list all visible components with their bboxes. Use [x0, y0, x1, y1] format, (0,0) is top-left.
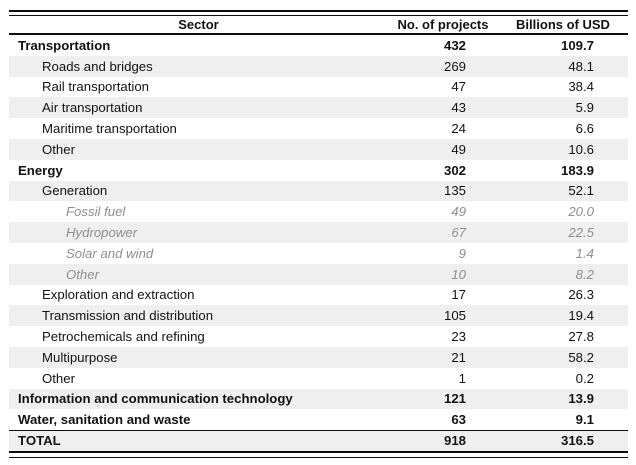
table-row: Transportation 432 109.7 — [9, 35, 628, 56]
table-total-section: TOTAL 918 316.5 — [9, 431, 628, 451]
usd-cell: 183.9 — [560, 162, 594, 178]
table-row: Energy 302 183.9 — [9, 160, 628, 181]
projects-cell: 105 — [443, 308, 466, 324]
projects-cell: 10 — [451, 266, 466, 282]
table-row: Water, sanitation and waste 63 9.1 — [9, 409, 628, 430]
usd-cell: 1.4 — [575, 245, 594, 261]
sector-cell: Water, sanitation and waste — [18, 412, 191, 428]
sector-cell: Transportation — [18, 37, 111, 53]
projects-cell: 49 — [451, 141, 466, 157]
table-row: Air transportation 43 5.9 — [9, 97, 628, 119]
projects-cell: 432 — [443, 37, 466, 53]
projects-cell: 9 — [458, 245, 466, 261]
sector-cell: Roads and bridges — [42, 58, 153, 74]
table-body: Transportation 432 109.7 Roads and bridg… — [9, 35, 628, 430]
projects-cell: 47 — [451, 79, 466, 95]
projects-cell: 23 — [451, 329, 466, 345]
projects-cell: 135 — [443, 183, 466, 199]
sector-cell: Information and communication technology — [18, 391, 293, 407]
sector-cell: Maritime transportation — [42, 121, 177, 137]
sector-cell: Other — [42, 141, 75, 157]
table-row: Transmission and distribution 105 19.4 — [9, 305, 628, 327]
table-bottom-double-rule — [9, 450, 628, 458]
table-row: Solar and wind 9 1.4 — [9, 243, 628, 264]
usd-cell: 48.1 — [568, 58, 594, 74]
projects-cell: 24 — [451, 121, 466, 137]
table-header-row: Sector No. of projects Billions of USD — [9, 16, 628, 35]
sector-cell: Exploration and extraction — [42, 287, 195, 303]
sector-cell: Generation — [42, 183, 108, 199]
usd-cell: 13.9 — [568, 391, 594, 407]
usd-cell: 0.2 — [575, 370, 594, 386]
usd-cell: 58.2 — [568, 349, 594, 365]
usd-cell: 52.1 — [568, 183, 594, 199]
usd-cell: 22.5 — [568, 225, 594, 241]
usd-cell: 10.6 — [568, 141, 594, 157]
usd-cell: 26.3 — [568, 287, 594, 303]
table-row: Other 10 8.2 — [9, 263, 628, 285]
sector-cell: Other — [66, 266, 99, 282]
column-header-sector: Sector — [178, 17, 219, 32]
sector-projects-table: Sector No. of projects Billions of USD T… — [9, 10, 628, 458]
table-row: Roads and bridges 269 48.1 — [9, 55, 628, 77]
sector-cell: Fossil fuel — [66, 204, 126, 220]
sector-cell: TOTAL — [18, 433, 61, 449]
table-row: Other 1 0.2 — [9, 368, 628, 389]
table-top-double-rule — [9, 10, 628, 16]
usd-cell: 109.7 — [560, 37, 594, 53]
table-row: TOTAL 918 316.5 — [9, 431, 628, 451]
projects-cell: 67 — [451, 225, 466, 241]
usd-cell: 38.4 — [568, 79, 594, 95]
projects-cell: 21 — [451, 349, 466, 365]
projects-cell: 302 — [443, 162, 466, 178]
projects-cell: 49 — [451, 204, 466, 220]
total-separator-rule — [9, 430, 628, 432]
table-row: Exploration and extraction 17 26.3 — [9, 285, 628, 306]
usd-cell: 9.1 — [575, 412, 594, 428]
sector-cell: Transmission and distribution — [42, 308, 214, 324]
sector-cell: Energy — [18, 162, 63, 178]
table-row: Fossil fuel 49 20.0 — [9, 201, 628, 222]
column-header-projects: No. of projects — [397, 17, 489, 32]
sector-cell: Multipurpose — [42, 349, 118, 365]
sector-cell: Other — [42, 370, 75, 386]
sector-cell: Hydropower — [66, 225, 138, 241]
projects-cell: 43 — [451, 100, 466, 116]
sector-cell: Air transportation — [42, 100, 143, 116]
projects-cell: 17 — [451, 287, 466, 303]
projects-cell: 121 — [443, 391, 466, 407]
usd-cell: 27.8 — [568, 329, 594, 345]
projects-cell: 63 — [451, 412, 466, 428]
projects-cell: 1 — [458, 370, 466, 386]
sector-cell: Rail transportation — [42, 79, 150, 95]
usd-cell: 8.2 — [575, 266, 594, 282]
sector-cell: Solar and wind — [66, 245, 154, 261]
table-row: Generation 135 52.1 — [9, 180, 628, 202]
projects-cell: 269 — [443, 58, 466, 74]
usd-cell: 20.0 — [568, 204, 594, 220]
table-row: Maritime transportation 24 6.6 — [9, 118, 628, 139]
table-row: Petrochemicals and refining 23 27.8 — [9, 326, 628, 347]
sector-cell: Petrochemicals and refining — [42, 329, 205, 345]
usd-cell: 5.9 — [575, 100, 594, 116]
usd-cell: 316.5 — [560, 433, 594, 449]
table-row: Multipurpose 21 58.2 — [9, 346, 628, 368]
table-row: Information and communication technology… — [9, 388, 628, 410]
projects-cell: 918 — [443, 433, 466, 449]
table-row: Hydropower 67 22.5 — [9, 222, 628, 243]
column-header-usd: Billions of USD — [516, 17, 610, 32]
usd-cell: 6.6 — [575, 121, 594, 137]
table-row: Other 49 10.6 — [9, 138, 628, 160]
table-row: Rail transportation 47 38.4 — [9, 77, 628, 98]
usd-cell: 19.4 — [568, 308, 594, 324]
